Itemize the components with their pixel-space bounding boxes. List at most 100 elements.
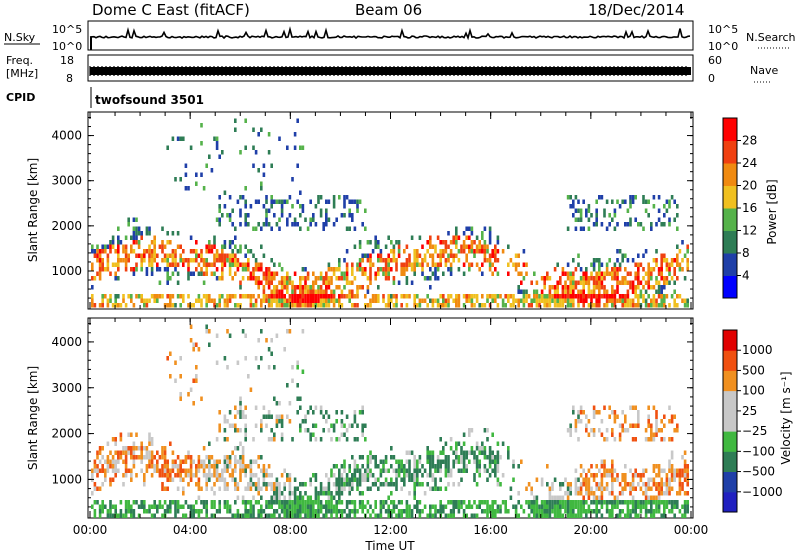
range-gate-cell (267, 208, 271, 213)
range-gate-cell (491, 513, 494, 518)
range-gate-cell (234, 482, 237, 487)
range-gate-cell (616, 267, 619, 272)
range-gate-cell (314, 509, 318, 514)
range-gate-cell (624, 513, 627, 518)
range-gate-cell (579, 405, 583, 410)
range-gate-cell (182, 258, 185, 263)
range-gate-cell (278, 217, 281, 222)
range-gate-cell (514, 262, 518, 267)
range-gate-cell (655, 222, 658, 227)
range-gate-cell (241, 495, 245, 500)
range-gate-cell (176, 486, 180, 491)
range-gate-cell (455, 240, 458, 245)
range-gate-cell (322, 504, 325, 509)
range-gate-cell (652, 294, 656, 299)
range-gate-cell (109, 240, 112, 245)
range-gate-cell (611, 491, 614, 496)
range-gate-cell (228, 504, 232, 509)
range-gate-cell (260, 298, 263, 303)
range-gate-cell (330, 509, 333, 514)
range-gate-cell (587, 495, 591, 500)
range-gate-cell (431, 298, 435, 303)
range-gate-cell (377, 253, 380, 258)
range-gate-cell (280, 294, 284, 299)
range-gate-cell (210, 513, 214, 518)
range-gate-cell (104, 504, 107, 509)
range-gate-cell (582, 226, 585, 231)
range-gate-cell (533, 298, 536, 303)
range-gate-cell (299, 276, 302, 281)
range-gate-cell (626, 294, 630, 299)
range-gate-cell (317, 298, 320, 303)
range-gate-cell (655, 504, 658, 509)
range-gate-cell (504, 504, 507, 509)
range-gate-cell (156, 468, 159, 473)
range-gate-cell (234, 405, 237, 410)
range-gate-cell (325, 285, 328, 290)
range-gate-cell (553, 289, 557, 294)
range-gate-cell (244, 432, 247, 437)
range-gate-cell (611, 285, 614, 290)
range-gate-cell (379, 504, 383, 509)
range-gate-cell (200, 303, 203, 308)
range-gate-cell (288, 482, 292, 487)
range-gate-cell (598, 280, 601, 285)
range-gate-cell (169, 298, 172, 303)
range-gate-cell (577, 303, 580, 308)
range-gate-cell (262, 172, 266, 177)
range-gate-cell (652, 285, 656, 290)
range-gate-cell (169, 303, 172, 308)
range-gate-cell (572, 303, 575, 308)
range-gate-cell (161, 455, 164, 460)
range-gate-cell (200, 123, 203, 128)
range-gate-cell (348, 477, 351, 482)
range-gate-cell (634, 513, 637, 518)
range-gate-cell (182, 459, 185, 464)
range-gate-cell (200, 267, 203, 272)
range-gate-cell (442, 253, 445, 258)
range-gate-cell (252, 473, 255, 478)
range-gate-cell (130, 473, 133, 478)
range-gate-cell (228, 262, 232, 267)
range-gate-cell (122, 249, 125, 254)
range-gate-cell (556, 262, 559, 267)
range-gate-cell (150, 504, 154, 509)
range-gate-cell (683, 253, 687, 258)
range-gate-cell (390, 298, 393, 303)
range-gate-cell (223, 486, 227, 491)
range-gate-cell (137, 240, 141, 245)
range-gate-cell (234, 118, 237, 123)
range-gate-cell (491, 432, 494, 437)
range-gate-cell (161, 504, 164, 509)
range-gate-cell (213, 244, 216, 249)
range-gate-cell (330, 276, 333, 281)
range-gate-cell (228, 464, 232, 469)
range-gate-cell (270, 271, 273, 276)
range-gate-cell (683, 276, 687, 281)
range-gate-cell (171, 253, 175, 258)
range-gate-cell (319, 213, 323, 218)
range-gate-cell (124, 464, 128, 469)
range-gate-cell (572, 199, 575, 204)
range-gate-cell (481, 446, 484, 451)
range-gate-cell (179, 374, 182, 379)
range-gate-cell (377, 294, 380, 299)
range-gate-cell (109, 450, 112, 455)
range-gate-cell (182, 504, 185, 509)
range-gate-cell (421, 473, 424, 478)
range-gate-cell (301, 208, 305, 213)
range-gate-cell (111, 513, 115, 518)
range-gate-cell (93, 482, 97, 487)
range-gate-cell (517, 285, 520, 290)
range-gate-cell (98, 303, 102, 308)
range-gate-cell (611, 459, 614, 464)
range-gate-cell (631, 258, 635, 263)
range-gate-cell (304, 303, 307, 308)
range-gate-cell (413, 464, 416, 469)
range-gate-cell (613, 208, 617, 213)
range-gate-cell (283, 495, 286, 500)
range-gate-cell (306, 500, 310, 505)
colorbar-tick-label: 500 (742, 363, 765, 377)
range-gate-cell (117, 262, 120, 267)
range-gate-cell (280, 504, 284, 509)
